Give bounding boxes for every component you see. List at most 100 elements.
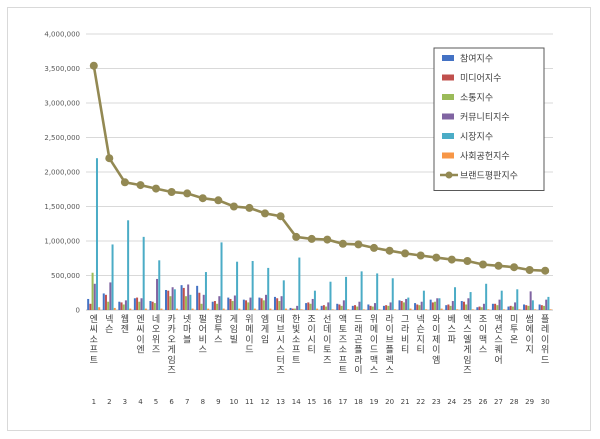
y-tick-label: 500,000	[51, 272, 80, 280]
line-point	[354, 240, 363, 249]
category-number: 20	[385, 398, 394, 406]
bar-2	[400, 301, 403, 310]
bar-1	[398, 300, 401, 310]
bar-3	[543, 305, 546, 310]
bar-4	[93, 283, 96, 310]
category-number: 13	[276, 398, 285, 406]
line-point	[479, 260, 487, 269]
line-point	[167, 188, 176, 196]
bar-4	[265, 294, 268, 310]
bar-2	[213, 301, 216, 310]
category-number: 25	[463, 398, 472, 406]
bar-6	[129, 308, 132, 310]
bar-1	[196, 285, 199, 310]
bar-1	[414, 303, 417, 310]
bar-2	[167, 290, 170, 310]
bar-5	[516, 289, 519, 310]
bar-5	[438, 298, 441, 310]
bar-2	[104, 294, 107, 310]
bar-3	[262, 300, 265, 310]
bar-5	[189, 294, 192, 310]
bar-3	[231, 301, 234, 310]
category-number: 30	[541, 398, 550, 406]
bar-2	[276, 298, 279, 310]
bar-6	[518, 309, 521, 310]
legend-label: 시장지수	[460, 132, 493, 143]
bar-1	[320, 305, 323, 310]
y-tick-label: 3,500,000	[44, 65, 80, 73]
bar-3	[138, 301, 141, 310]
category-number: 5	[154, 398, 158, 406]
bar-5	[142, 236, 145, 310]
y-tick-label: 1,500,000	[44, 203, 80, 211]
category-number: 18	[354, 398, 363, 406]
bar-6	[409, 308, 412, 310]
bar-6	[191, 308, 194, 310]
bar-3	[278, 301, 281, 310]
bar-3	[200, 303, 203, 310]
line-point	[292, 232, 301, 241]
bar-3	[340, 305, 343, 310]
bar-5	[220, 242, 223, 310]
bar-5	[469, 292, 472, 310]
bar-2	[354, 305, 357, 310]
bar-5	[531, 300, 534, 310]
bar-3	[371, 306, 374, 310]
category-number: 2	[107, 398, 111, 406]
bar-3	[309, 303, 312, 310]
category-number: 27	[494, 398, 503, 406]
bar-4	[436, 298, 439, 310]
line-point	[416, 251, 425, 260]
category-number: 6	[169, 398, 174, 406]
bar-4	[218, 296, 221, 310]
bar-1	[258, 297, 261, 310]
bar-5	[282, 280, 285, 310]
line-point	[152, 184, 160, 193]
legend-label: 사회공헌지수	[460, 151, 510, 162]
bar-3	[293, 308, 296, 310]
bar-6	[144, 308, 147, 310]
bar-1	[87, 298, 90, 310]
line-point	[229, 202, 238, 211]
bar-5	[345, 276, 348, 310]
bar-2	[89, 303, 92, 310]
bar-5	[454, 287, 457, 310]
category-number: 11	[245, 398, 254, 406]
bar-2	[291, 308, 294, 310]
bar-3	[107, 301, 110, 310]
bar-1	[538, 304, 541, 310]
bar-2	[182, 287, 185, 310]
category-number: 28	[510, 398, 519, 406]
bar-1	[367, 304, 370, 310]
legend-label: 커뮤니티지수	[460, 112, 510, 123]
bar-6	[160, 308, 163, 310]
line-point	[338, 239, 347, 248]
legend-label: 브랜드평판지수	[460, 171, 518, 182]
bar-4	[280, 296, 283, 310]
line-point	[136, 181, 145, 190]
bar-1	[289, 307, 292, 310]
bar-4	[514, 302, 517, 310]
bar-4	[124, 300, 127, 310]
bar-3	[511, 306, 514, 310]
bar-1	[273, 296, 276, 310]
legend-label: 참여지수	[460, 53, 493, 65]
bar-4	[529, 291, 532, 310]
line-point	[510, 263, 519, 272]
bar-2	[120, 302, 123, 310]
y-tick-label: 2,000,000	[44, 169, 80, 177]
line-point	[245, 203, 254, 212]
bar-2	[540, 305, 543, 310]
bar-4	[482, 303, 485, 310]
bar-1	[102, 293, 105, 310]
bar-4	[420, 301, 423, 310]
bar-5	[127, 220, 130, 310]
bar-4	[405, 298, 408, 310]
bar-3	[387, 305, 390, 310]
category-number: 8	[201, 398, 205, 406]
